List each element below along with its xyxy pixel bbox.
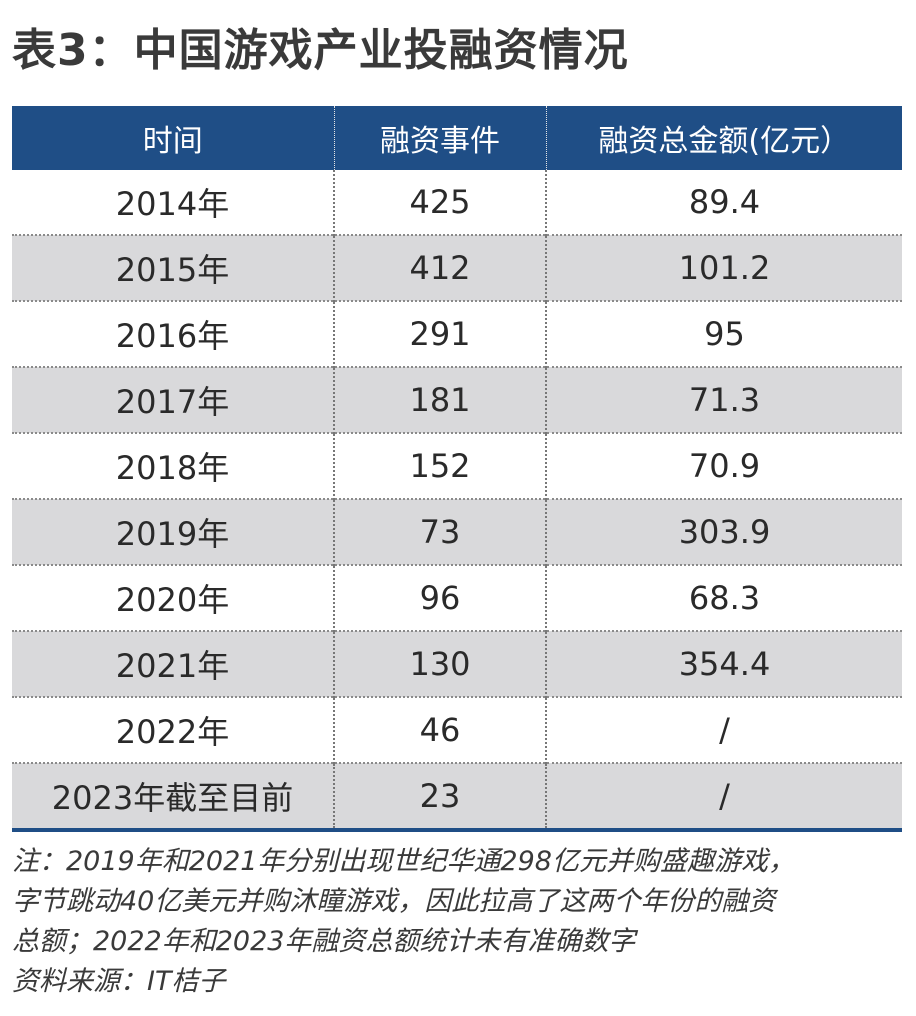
cell-amount: / [545,696,902,763]
cell-events: 152 [333,432,546,499]
cell-events: 291 [333,300,546,367]
cell-year: 2017年 [12,366,334,433]
cell-events: 73 [333,498,546,565]
table-row: 2014年 425 89.4 [12,170,902,235]
cell-amount: 71.3 [545,366,902,433]
cell-amount: 303.9 [545,498,902,565]
cell-amount: 101.2 [545,234,902,301]
financing-table: 时间 融资事件 融资总金额(亿元） 2014年 425 89.4 2015年 4… [12,106,902,828]
table-row: 2019年 73 303.9 [12,498,902,565]
cell-year: 2014年 [115,185,230,223]
cell-events: 130 [333,630,546,697]
cell-events: 23 [333,762,546,828]
cell-amount: 89.4 [545,170,902,235]
cell-year: 2019年 [12,498,334,565]
cell-amount: 70.9 [545,432,902,499]
cell-year: 2020年 [12,564,334,631]
cell-events: 46 [333,696,546,763]
source-line: 资料来源：IT桔子 [12,966,226,997]
cell-amount: 95 [545,300,902,367]
table-row: 2021年 130 354.4 [12,630,902,697]
table-row: 2020年 96 68.3 [12,564,902,631]
cell-amount: 68.3 [545,564,902,631]
note-line: 总额；2022年和2023年融资总额统计未有准确数字 [12,926,636,957]
table-bottom-rule [12,828,902,832]
cell-events: 96 [333,564,546,631]
header-amount: 融资总金额(亿元） [545,106,902,170]
cell-year: 2018年 [12,432,334,499]
table-header-row: 时间 融资事件 融资总金额(亿元） [12,106,902,170]
cell-amount: / [545,762,902,828]
table-row: 2017年 181 71.3 [12,366,902,433]
cell-events: 425 [333,170,546,235]
cell-year: 2023年截至目前 [12,762,334,828]
table-row: 2023年截至目前 23 / [12,762,902,828]
cell-year: 2021年 [12,630,334,697]
footnotes: 注：2019年和2021年分别出现世纪华通298亿元并购盛趣游戏， 字节跳动40… [12,842,912,1002]
note-line: 注：2019年和2021年分别出现世纪华通298亿元并购盛趣游戏， [12,846,795,877]
cell-events: 181 [333,366,546,433]
table-row: 2022年 46 / [12,696,902,763]
header-events: 融资事件 [333,106,546,170]
header-time: 时间 [12,106,334,170]
table-row: 2018年 152 70.9 [12,432,902,499]
cell-year: 2015年 [12,234,334,301]
cell-year: 2016年 [12,300,334,367]
financing-table-container: 时间 融资事件 融资总金额(亿元） 2014年 425 89.4 2015年 4… [12,106,902,832]
cell-amount: 354.4 [545,630,902,697]
cell-year: 2022年 [12,696,334,763]
table-row: 2016年 291 95 [12,300,902,367]
page-title: 表3：中国游戏产业投融资情况 [12,25,629,76]
note-line: 字节跳动40亿美元并购沐瞳游戏，因此拉高了这两个年份的融资 [12,886,776,917]
cell-events: 412 [333,234,546,301]
table-row: 2015年 412 101.2 [12,234,902,301]
